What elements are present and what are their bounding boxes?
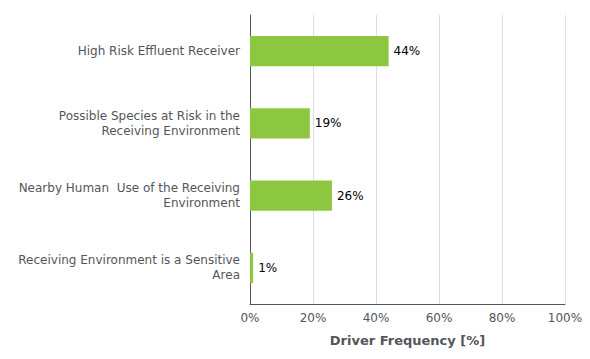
svg-text:100%: 100% <box>548 311 582 325</box>
svg-text:19%: 19% <box>315 116 342 130</box>
svg-text:Area: Area <box>159 268 240 282</box>
svg-text:Receiving Environment is a Sen: Receiving Environment is a Sensitive <box>18 253 240 267</box>
svg-text:1%: 1% <box>258 261 277 275</box>
svg-text:80%: 80% <box>489 311 516 325</box>
svg-text:44%: 44% <box>394 44 421 58</box>
svg-text:Environment: Environment <box>114 196 241 210</box>
svg-text:20%: 20% <box>300 311 327 325</box>
svg-text:Driver Frequency [%]: Driver Frequency [%] <box>330 333 485 348</box>
svg-text:Receiving Environment: Receiving Environment <box>75 124 241 138</box>
svg-text:Possible Species at Risk in th: Possible Species at Risk in the <box>59 109 240 123</box>
svg-text:High Risk Effluent Receiver: High Risk Effluent Receiver <box>78 44 240 58</box>
svg-text:Nearby Human Use of the Recei: Nearby Human Use of the Receiving <box>19 181 240 195</box>
svg-text:60%: 60% <box>426 311 453 325</box>
svg-text:0%: 0% <box>240 311 259 325</box>
svg-text:40%: 40% <box>363 311 390 325</box>
svg-text:26%: 26% <box>337 189 364 203</box>
